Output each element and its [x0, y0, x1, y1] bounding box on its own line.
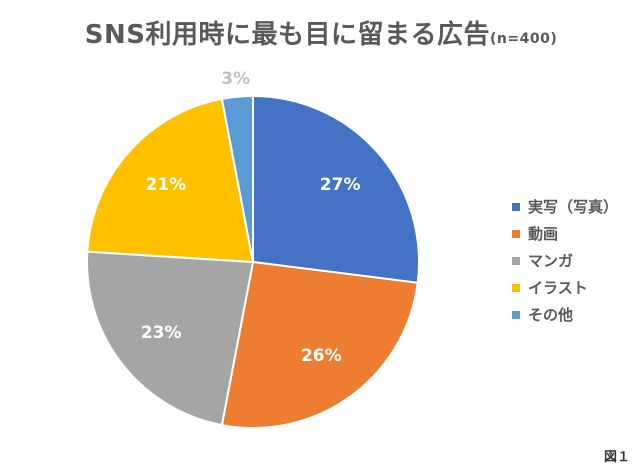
- data-label-3: 21%: [145, 175, 186, 195]
- pie-slice-2: [86, 250, 254, 427]
- legend-swatch-3: [512, 283, 520, 292]
- pie-slice-0: [252, 95, 420, 284]
- figure-label: 図１: [603, 450, 630, 465]
- legend-swatch-1: [512, 229, 520, 238]
- legend-label-3: イラスト: [528, 279, 588, 297]
- legend-item-4: その他: [512, 301, 618, 328]
- data-label-4: 3%: [221, 69, 250, 89]
- legend-swatch-2: [512, 256, 520, 265]
- chart-title-text: SNS利用時に最も目に留まる広告: [84, 20, 490, 50]
- legend-label-0: 実写（写真）: [528, 198, 619, 216]
- legend: 実写（写真） 動画マンガイラストその他: [512, 193, 618, 328]
- legend-item-2: マンガ: [512, 247, 618, 274]
- data-label-0: 27%: [320, 175, 361, 195]
- data-label-2: 23%: [141, 323, 182, 343]
- legend-swatch-0: [512, 202, 520, 211]
- data-label-1: 26%: [301, 346, 342, 366]
- chart-title: SNS利用時に最も目に留まる広告(n=400): [0, 14, 642, 51]
- legend-item-0: 実写（写真）: [512, 193, 618, 220]
- legend-label-4: その他: [528, 306, 574, 324]
- legend-item-3: イラスト: [512, 274, 618, 301]
- pie-slice-4: [220, 95, 254, 263]
- legend-item-1: 動画: [512, 220, 618, 247]
- legend-label-1: 動画: [528, 225, 559, 243]
- chart-subtitle: (n=400): [490, 31, 558, 47]
- pie-slice-1: [220, 261, 419, 429]
- legend-label-2: マンガ: [528, 252, 574, 270]
- legend-swatch-4: [512, 310, 520, 319]
- pie-slice-3: [86, 97, 254, 263]
